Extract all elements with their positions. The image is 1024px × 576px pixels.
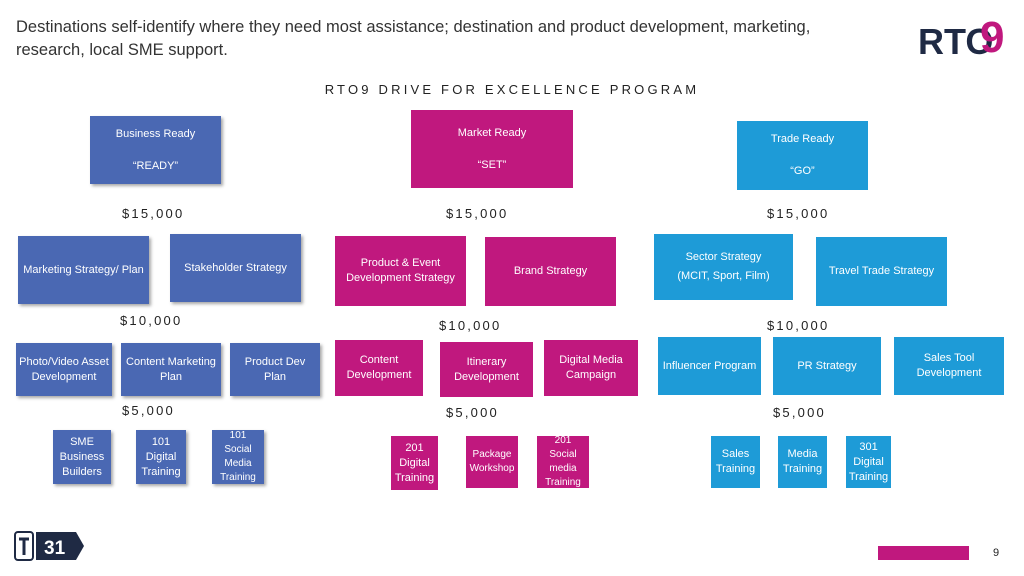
- amount-5k-blue: $5,000: [122, 403, 175, 418]
- training-media: Media Training: [778, 436, 827, 488]
- dev-content-development: Content Development: [335, 340, 423, 396]
- t31-number: 31: [44, 538, 66, 559]
- dev-sales-tool: Sales Tool Development: [894, 337, 1004, 395]
- amount-10k-magenta: $10,000: [439, 318, 502, 333]
- slide-title: Destinations self-identify where they ne…: [16, 18, 811, 59]
- dev-photo-video: Photo/Video Asset Development: [16, 343, 112, 396]
- strategy-travel-trade: Travel Trade Strategy: [816, 237, 947, 306]
- strategy-sector: Sector Strategy (MCIT, Sport, Film): [654, 234, 793, 300]
- training-101-digital: 101 Digital Training: [136, 430, 186, 484]
- strategy-brand: Brand Strategy: [485, 237, 616, 306]
- dev-pr-strategy: PR Strategy: [773, 337, 881, 395]
- stage-tag: “SET”: [477, 158, 507, 171]
- stage-tag: “READY”: [132, 159, 179, 172]
- training-301-digital: 301 Digital Training: [846, 436, 891, 488]
- stage-label: Market Ready: [457, 126, 527, 139]
- strategy-product-event: Product & Event Development Strategy: [335, 236, 466, 306]
- page-number: 9: [993, 547, 1000, 559]
- dev-itinerary: Itinerary Development: [440, 342, 533, 397]
- amount-5k-cyan: $5,000: [773, 405, 826, 420]
- strategy-stakeholder: Stakeholder Strategy: [170, 234, 301, 302]
- dev-influencer: Influencer Program: [658, 337, 761, 395]
- amount-5k-magenta: $5,000: [446, 405, 499, 420]
- training-201-social: 201 Social media Training: [537, 435, 589, 488]
- rto9-logo: RTO 9: [918, 14, 1004, 62]
- training-sme-business: SME Business Builders: [53, 430, 111, 484]
- amount-business-ready: $15,000: [122, 206, 185, 221]
- dev-product-dev: Product Dev Plan: [230, 343, 320, 396]
- training-201-digital: 201 Digital Training: [391, 436, 438, 490]
- amount-trade-ready: $15,000: [767, 206, 830, 221]
- stage-label: Trade Ready: [770, 133, 835, 145]
- dev-digital-media-campaign: Digital Media Campaign: [544, 340, 638, 396]
- training-101-social: 101 Social Media Training: [212, 430, 264, 484]
- stage-market-ready: Market Ready “SET”: [411, 110, 573, 188]
- t31-logo: 31: [14, 531, 84, 561]
- dev-content-marketing: Content Marketing Plan: [121, 343, 221, 396]
- stage-trade-ready: Trade Ready “GO”: [737, 121, 868, 190]
- stage-tag: “GO”: [790, 165, 815, 177]
- amount-10k-blue: $10,000: [120, 313, 183, 328]
- stage-business-ready: Business Ready “READY”: [90, 116, 221, 184]
- amount-market-ready: $15,000: [446, 206, 509, 221]
- training-package-workshop: Package Workshop: [466, 436, 518, 488]
- program-title: RTO9 DRIVE FOR EXCELLENCE PROGRAM: [324, 82, 700, 97]
- strategy-marketing: Marketing Strategy/ Plan: [18, 236, 149, 304]
- logo-digit: 9: [980, 14, 1004, 62]
- stage-label: Business Ready: [115, 127, 196, 140]
- amount-10k-cyan: $10,000: [767, 318, 830, 333]
- accent-bar: [878, 546, 969, 560]
- training-sales: Sales Training: [711, 436, 760, 488]
- logo-text: RTO: [918, 21, 993, 62]
